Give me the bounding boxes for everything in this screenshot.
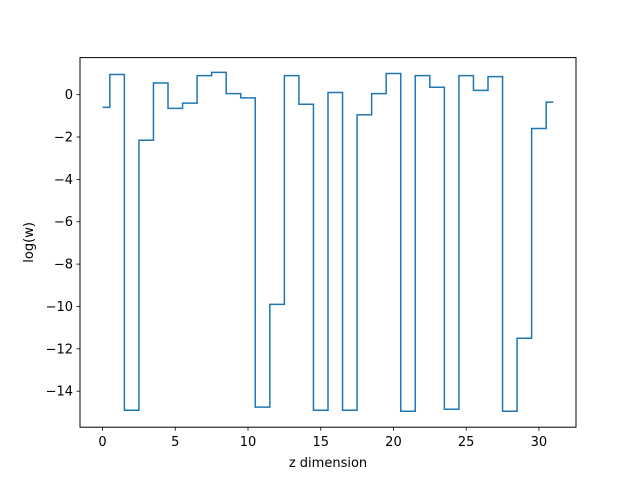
x-tick-label: 5	[171, 435, 179, 450]
y-tick-label: 0	[65, 88, 73, 103]
y-axis-label: log(w)	[22, 222, 37, 263]
y-tick-label: −4	[54, 173, 73, 188]
x-axis-label: z dimension	[289, 456, 367, 471]
y-tick-label: −10	[46, 300, 73, 315]
y-tick-label: −8	[54, 258, 73, 273]
x-tick-label: 30	[531, 435, 548, 450]
x-tick-label: 10	[240, 435, 257, 450]
axes-frame	[79, 57, 577, 428]
x-tick-label: 20	[385, 435, 402, 450]
x-tick-label: 15	[312, 435, 329, 450]
y-tick-label: −2	[54, 131, 73, 146]
y-tick-label: −6	[54, 215, 73, 230]
y-tick-label: −14	[46, 385, 73, 400]
series-line-0	[102, 71, 554, 413]
y-axis: 0 −2 −4 −6 −8 −10 −12 −14	[46, 88, 80, 400]
plot-area	[102, 71, 554, 413]
y-tick-label: −12	[46, 342, 73, 357]
x-axis: 0 5 10 15 20 25 30	[98, 427, 547, 450]
x-tick-label: 25	[458, 435, 475, 450]
x-tick-label: 0	[98, 435, 106, 450]
